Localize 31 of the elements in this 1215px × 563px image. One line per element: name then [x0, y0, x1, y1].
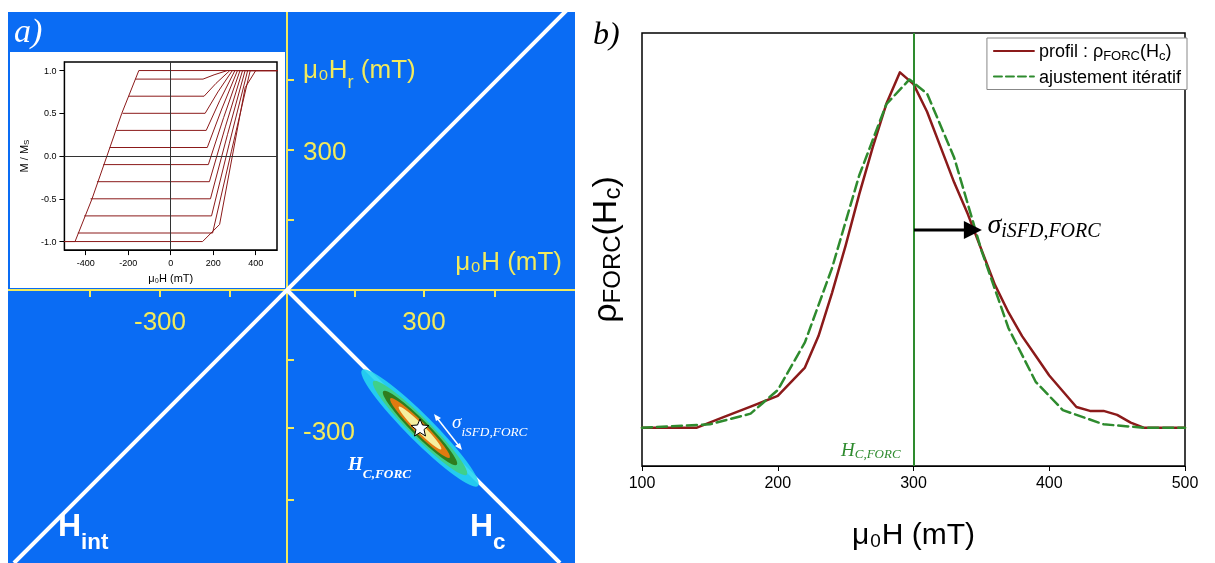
x-tick-label: 200 [205, 257, 221, 268]
y-tick-label: 1.0 [43, 65, 57, 76]
y-tick-label: 0.0 [43, 151, 57, 162]
x-tick-label: 200 [764, 473, 792, 491]
x-tick-label: 500 [1171, 473, 1199, 491]
text: μ₀H$_{r}$ (mT) [303, 54, 416, 92]
x-tick-label: 0 [168, 257, 174, 268]
text: -300 [303, 416, 356, 446]
text: H$_{C,FORC}$ [347, 453, 412, 481]
x-tick-label: 400 [1035, 473, 1063, 491]
y-tick-label: -1.0 [40, 236, 57, 247]
text: -300 [133, 306, 187, 336]
chart-title: b) [593, 15, 620, 51]
y-tick-label: 0.5 [43, 108, 57, 119]
x-tick-label: -200 [119, 257, 138, 268]
text: 300 [303, 136, 347, 166]
legend-label: ajustement itératif [1038, 66, 1182, 87]
text: a) [14, 12, 43, 50]
x-axis-title: μ₀H (mT) [851, 516, 976, 550]
y-axis-title: ρFORC(Hc) [584, 176, 625, 323]
text: μ₀H (mT) [455, 246, 562, 276]
x-tick-label: 300 [900, 473, 927, 491]
x-tick-label: -400 [76, 257, 95, 268]
x-tick-label: 100 [628, 473, 656, 491]
text: σ$_{iSFD,FORC}$ [452, 411, 528, 439]
text: 300 [402, 306, 446, 336]
x-tick-label: 400 [248, 257, 264, 268]
y-axis-title: M / MS [17, 139, 31, 173]
y-tick-label: -0.5 [40, 193, 57, 204]
text: H$_{c}$ [470, 507, 506, 554]
x-axis-title: μ₀H (mT) [148, 271, 194, 284]
